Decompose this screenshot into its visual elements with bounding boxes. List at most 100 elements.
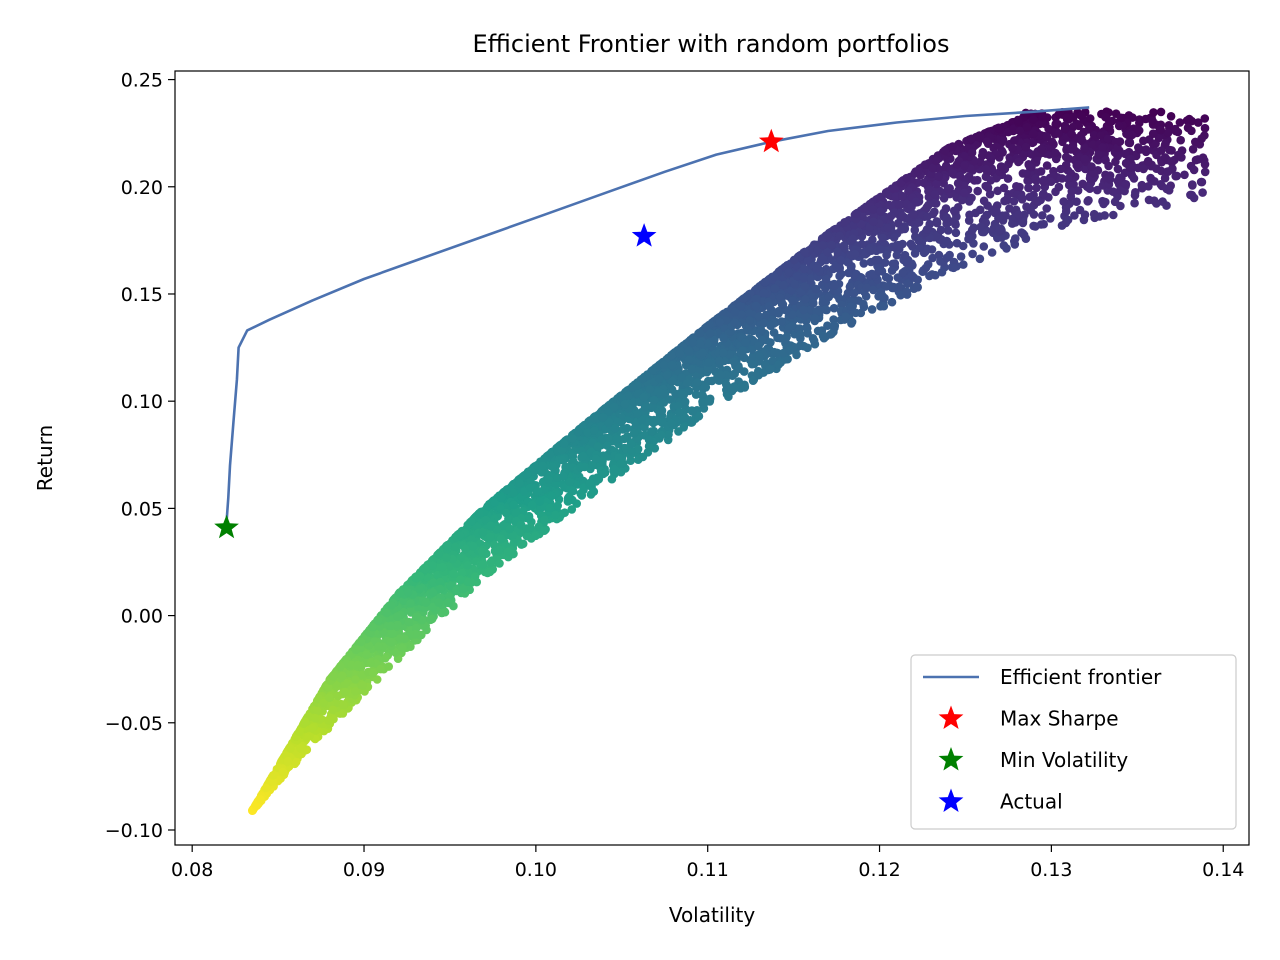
portfolio-point xyxy=(761,310,771,320)
portfolio-point xyxy=(501,508,511,518)
portfolio-point xyxy=(907,271,917,280)
portfolio-point xyxy=(458,584,468,594)
portfolio-point xyxy=(862,283,872,293)
portfolio-point xyxy=(1017,195,1027,204)
portfolio-point xyxy=(940,146,950,156)
portfolio-point xyxy=(1032,183,1041,193)
portfolio-point xyxy=(823,231,833,240)
portfolio-point xyxy=(894,200,904,209)
portfolio-point xyxy=(657,430,666,440)
portfolio-point xyxy=(967,134,976,144)
portfolio-point xyxy=(698,348,708,358)
portfolio-point xyxy=(902,287,912,297)
portfolio-point xyxy=(328,672,338,681)
portfolio-point xyxy=(429,578,438,587)
portfolio-point xyxy=(1003,194,1012,204)
portfolio-point xyxy=(973,175,982,185)
portfolio-point xyxy=(1088,140,1098,149)
portfolio-point xyxy=(502,485,511,495)
portfolio-point xyxy=(904,187,913,196)
portfolio-point xyxy=(1115,137,1125,146)
portfolio-point xyxy=(1054,182,1064,192)
portfolio-point xyxy=(698,397,707,407)
portfolio-point xyxy=(551,510,560,520)
portfolio-point xyxy=(824,292,834,302)
portfolio-point xyxy=(943,226,953,235)
portfolio-point xyxy=(616,459,626,468)
portfolio-point xyxy=(964,216,974,225)
portfolio-point xyxy=(1064,174,1073,184)
portfolio-point xyxy=(810,313,820,323)
portfolio-point xyxy=(784,260,794,270)
portfolio-point xyxy=(356,637,366,647)
portfolio-point xyxy=(851,209,861,219)
portfolio-point xyxy=(1029,115,1038,124)
portfolio-point xyxy=(478,560,488,569)
portfolio-point xyxy=(983,183,993,193)
portfolio-point xyxy=(979,242,989,251)
portfolio-point xyxy=(319,698,329,708)
portfolio-point xyxy=(942,253,951,263)
portfolio-point xyxy=(386,637,396,647)
portfolio-point xyxy=(1139,164,1148,174)
portfolio-point xyxy=(611,423,620,433)
portfolio-point xyxy=(1139,136,1148,146)
portfolio-point xyxy=(384,662,394,671)
portfolio-point xyxy=(913,167,923,176)
portfolio-point xyxy=(1042,132,1052,142)
portfolio-point xyxy=(1130,198,1139,208)
portfolio-point xyxy=(463,577,473,587)
portfolio-point xyxy=(998,148,1007,157)
portfolio-point xyxy=(677,390,686,399)
portfolio-point xyxy=(1069,112,1078,122)
portfolio-point xyxy=(921,263,931,273)
portfolio-point xyxy=(412,612,421,622)
portfolio-point xyxy=(674,427,683,436)
portfolio-point xyxy=(859,259,869,268)
portfolio-point xyxy=(846,302,856,311)
portfolio-point xyxy=(629,429,639,438)
portfolio-point xyxy=(1160,173,1170,183)
portfolio-point xyxy=(867,305,877,314)
portfolio-point xyxy=(585,478,595,488)
portfolio-point xyxy=(729,357,739,366)
portfolio-point xyxy=(484,567,493,577)
portfolio-point xyxy=(748,376,758,386)
portfolio-point xyxy=(741,338,750,347)
portfolio-point xyxy=(960,161,969,170)
portfolio-point xyxy=(694,411,704,421)
portfolio-point xyxy=(1171,126,1181,136)
portfolio-point xyxy=(910,249,920,258)
portfolio-point xyxy=(609,402,619,412)
portfolio-point xyxy=(889,283,898,293)
portfolio-point xyxy=(325,693,334,702)
portfolio-point xyxy=(1066,145,1076,154)
portfolio-point xyxy=(928,163,937,173)
portfolio-point xyxy=(1009,197,1019,206)
portfolio-point xyxy=(657,406,667,415)
portfolio-point xyxy=(515,478,524,488)
portfolio-point xyxy=(691,390,701,399)
portfolio-point xyxy=(578,451,588,461)
portfolio-point xyxy=(1162,201,1171,210)
portfolio-point xyxy=(1061,152,1071,162)
portfolio-point xyxy=(1105,175,1115,184)
portfolio-point xyxy=(559,471,568,481)
portfolio-point xyxy=(496,534,506,544)
portfolio-point xyxy=(286,744,295,753)
portfolio-point xyxy=(874,266,883,276)
portfolio-point xyxy=(809,336,819,345)
portfolio-point xyxy=(1054,110,1064,119)
portfolio-point xyxy=(1144,195,1154,205)
portfolio-point xyxy=(986,176,996,185)
portfolio-point xyxy=(575,463,585,472)
portfolio-point xyxy=(524,511,534,521)
portfolio-point xyxy=(765,365,775,374)
portfolio-point xyxy=(1189,165,1199,175)
portfolio-point xyxy=(1120,186,1129,196)
portfolio-point xyxy=(535,497,545,506)
portfolio-point xyxy=(421,598,431,607)
portfolio-point xyxy=(1171,171,1180,181)
portfolio-point xyxy=(911,282,920,292)
portfolio-point xyxy=(835,231,844,241)
